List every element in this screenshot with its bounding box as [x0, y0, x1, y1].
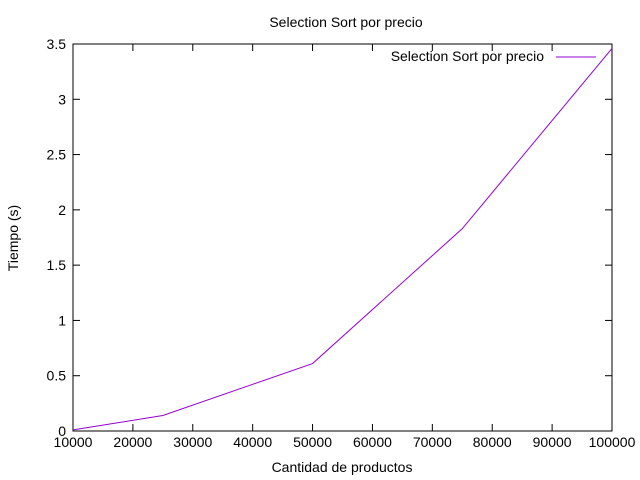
- x-tick-label: 90000: [533, 434, 572, 450]
- y-tick-label: 2.5: [47, 147, 67, 163]
- y-tick-label: 2: [58, 202, 66, 218]
- x-tick-label: 60000: [353, 434, 392, 450]
- x-tick-label: 70000: [413, 434, 452, 450]
- legend-label: Selection Sort por precio: [391, 48, 545, 64]
- series-line: [72, 48, 613, 431]
- y-tick-label: 1: [58, 312, 66, 328]
- y-tick-label: 3.5: [47, 36, 67, 52]
- y-tick-label: 0: [58, 423, 66, 439]
- y-tick-label: 0.5: [47, 368, 67, 384]
- legend: Selection Sort por precio: [391, 48, 596, 64]
- x-tick-label: 40000: [233, 434, 272, 450]
- x-axis-title: Cantidad de productos: [272, 459, 413, 475]
- y-axis-title: Tiempo (s): [5, 205, 21, 271]
- y-tick-label: 3: [58, 91, 66, 107]
- x-tick-label: 100000: [589, 434, 636, 450]
- y-axis: 0 0.5 1 1.5 2 2.5 3 3.5: [47, 36, 612, 439]
- x-tick-label: 50000: [293, 434, 332, 450]
- plot-area-border: [72, 43, 613, 432]
- x-tick-label: 10000: [54, 434, 93, 450]
- series-layer: [72, 48, 613, 431]
- x-axis: 10000 20000 30000 40000 50000 60000 70000 80000…: [54, 44, 636, 450]
- x-tick-label: 80000: [473, 434, 512, 450]
- y-tick-label: 1.5: [47, 257, 67, 273]
- chart-title: Selection Sort por precio: [269, 14, 423, 30]
- x-tick-label: 30000: [173, 434, 212, 450]
- x-tick-label: 20000: [113, 434, 152, 450]
